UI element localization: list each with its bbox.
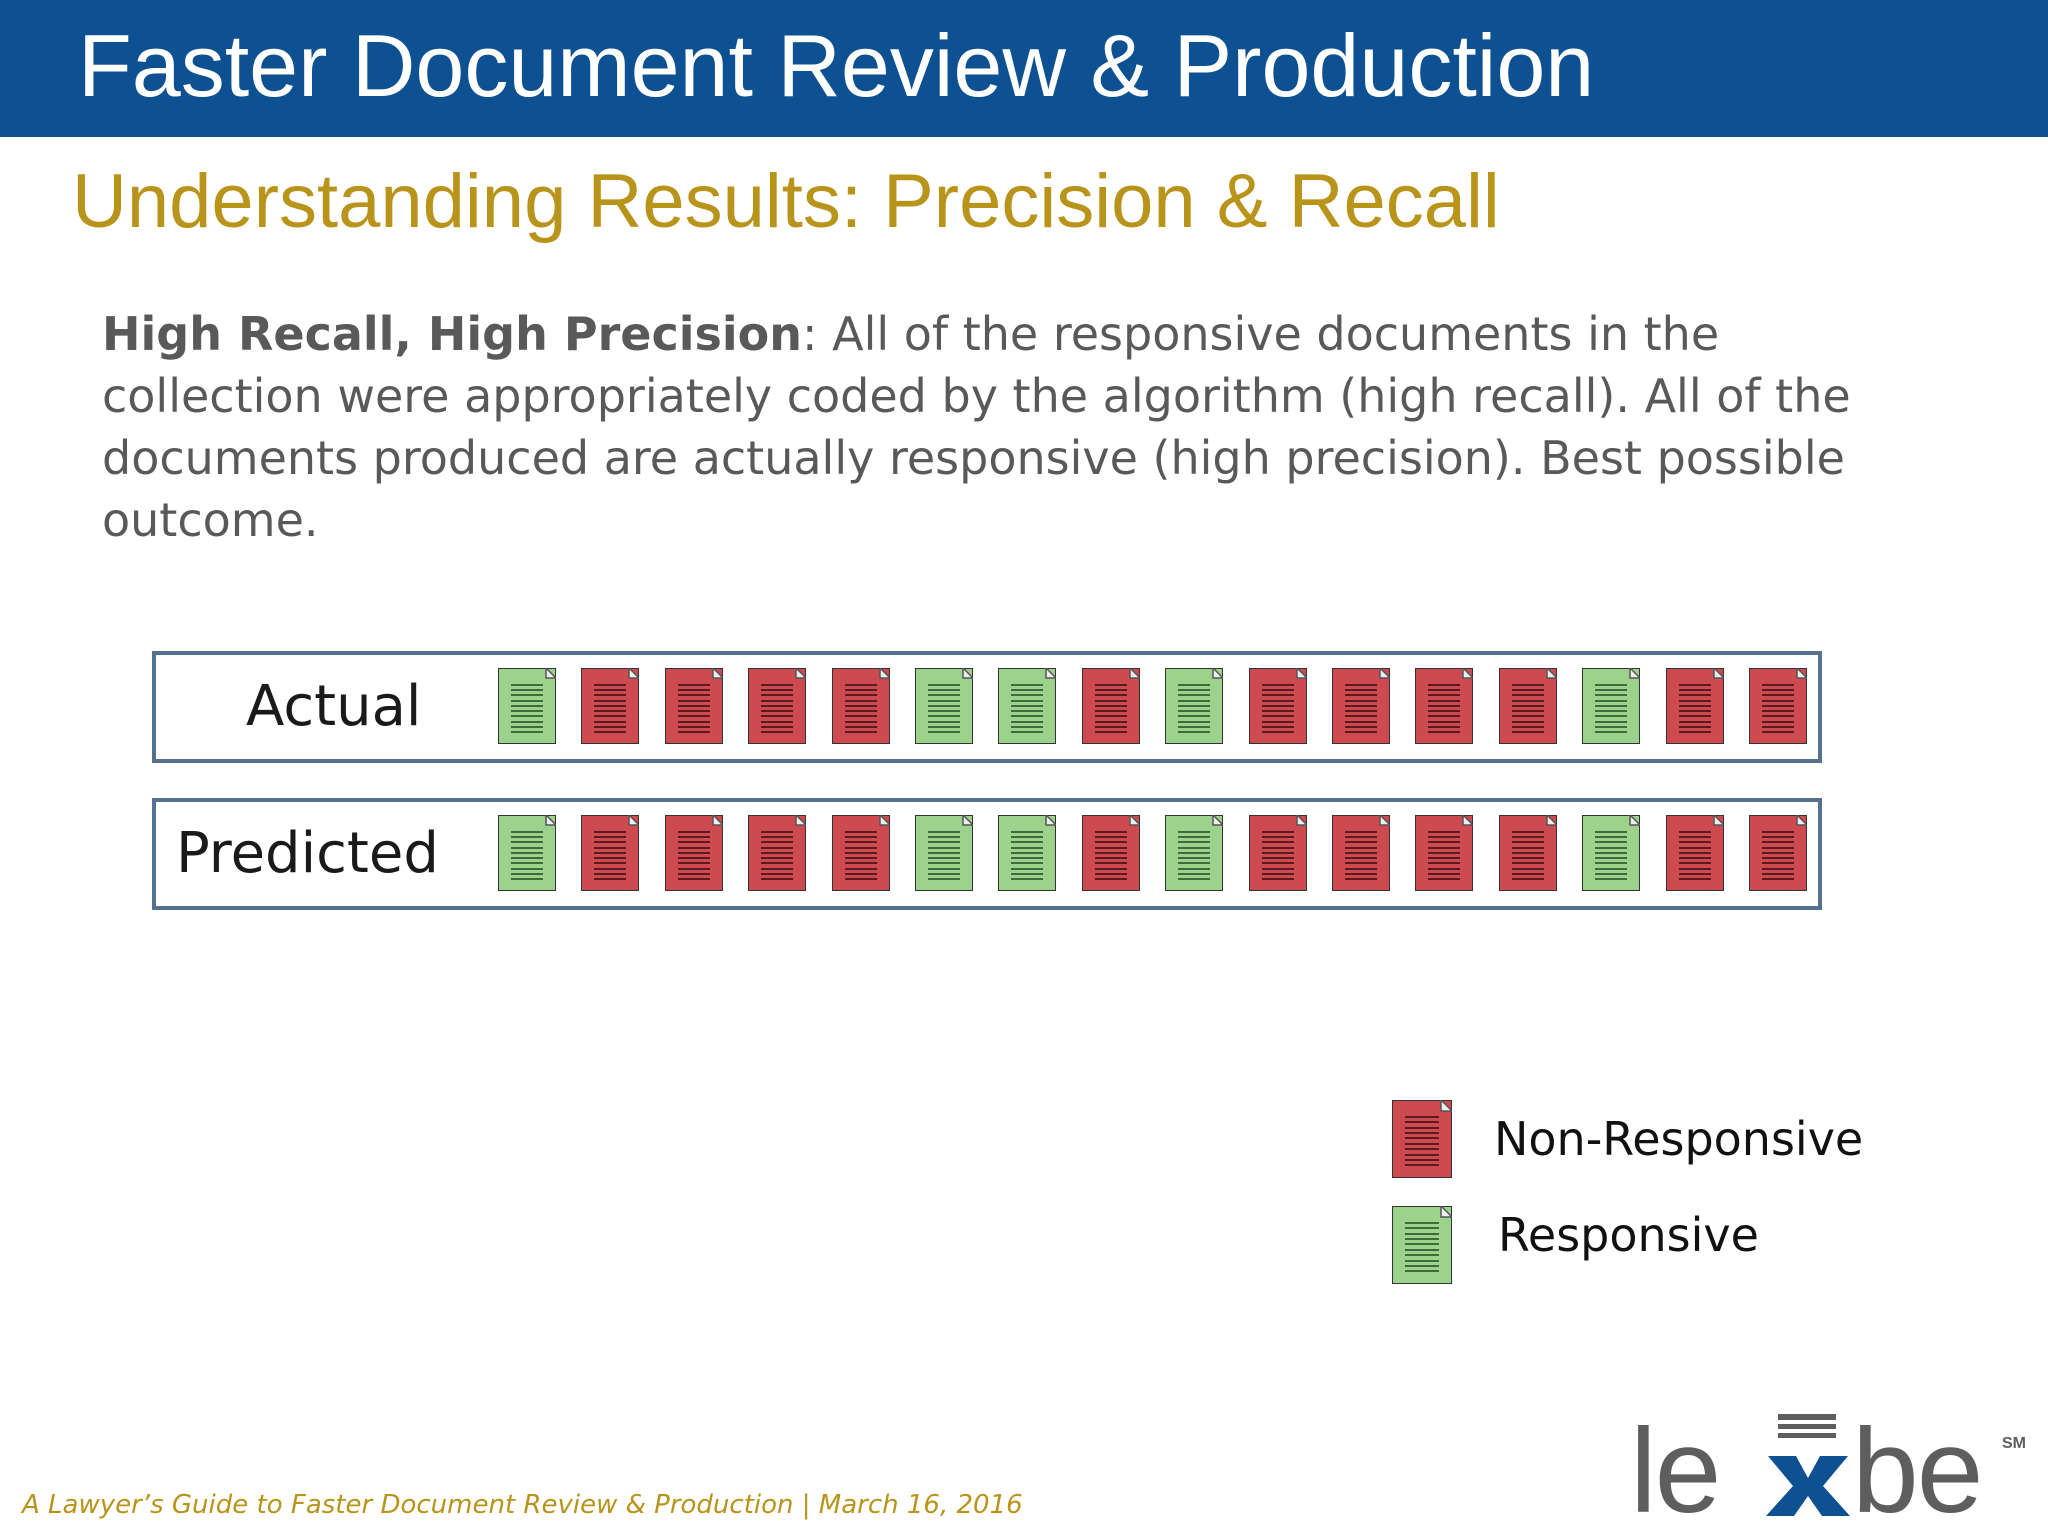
predicted-non-responsive-document-icon [581, 815, 640, 891]
predicted-non-responsive-document-icon [1081, 815, 1140, 891]
actual-non-responsive-document-icon [664, 668, 723, 744]
actual-responsive-document-icon [498, 668, 556, 744]
predicted-row-label: Predicted [176, 821, 439, 886]
actual-non-responsive-document-icon [1665, 668, 1724, 744]
predicted-non-responsive-document-icon [831, 815, 890, 891]
predicted-non-responsive-document-icon [748, 815, 807, 891]
actual-non-responsive-document-icon [748, 668, 807, 744]
predicted-responsive-document-icon [1582, 815, 1641, 891]
actual-non-responsive-document-icon [831, 668, 890, 744]
slide-subtitle: Understanding Results: Precision & Recal… [72, 159, 1500, 244]
legend-label-non-responsive: Non-Responsive [1494, 1112, 1864, 1166]
actual-responsive-document-icon [1165, 668, 1224, 744]
actual-non-responsive-document-icon [581, 668, 640, 744]
non-responsive-document-icon [1391, 1098, 1454, 1179]
predicted-non-responsive-document-icon [1248, 815, 1307, 891]
svg-text:be: be [1852, 1408, 1981, 1528]
predicted-responsive-document-icon [498, 815, 556, 891]
predicted-non-responsive-document-icon [1415, 815, 1474, 891]
body-text: : All of the responsive documents in the… [102, 307, 1851, 547]
predicted-non-responsive-document-icon [1665, 815, 1724, 891]
actual-non-responsive-document-icon [1081, 668, 1140, 744]
actual-responsive-document-icon [915, 668, 973, 744]
body-bold-lead: High Recall, High Precision [102, 307, 802, 361]
predicted-responsive-document-icon [998, 815, 1057, 891]
lexbe-logo: le be SM [1630, 1408, 2026, 1528]
predicted-row: Predicted [152, 798, 1822, 910]
actual-non-responsive-document-icon [1415, 668, 1474, 744]
responsive-document-icon [1391, 1204, 1454, 1285]
predicted-responsive-document-icon [1165, 815, 1224, 891]
svg-text:SM: SM [2002, 1435, 2026, 1452]
actual-non-responsive-document-icon [1332, 668, 1390, 744]
actual-responsive-document-icon [1582, 668, 1641, 744]
svg-text:le: le [1630, 1408, 1719, 1528]
predicted-responsive-document-icon [915, 815, 973, 891]
footer-text: A Lawyer’s Guide to Faster Document Revi… [22, 1490, 1023, 1520]
actual-row: Actual [152, 651, 1822, 763]
predicted-non-responsive-document-icon [1332, 815, 1390, 891]
predicted-non-responsive-document-icon [664, 815, 723, 891]
predicted-non-responsive-document-icon [1498, 815, 1557, 891]
legend-label-responsive: Responsive [1498, 1208, 1759, 1262]
body-paragraph: High Recall, High Precision: All of the … [102, 303, 1942, 551]
slide-title: Faster Document Review & Production [78, 16, 1595, 115]
actual-non-responsive-document-icon [1248, 668, 1307, 744]
predicted-non-responsive-document-icon [1749, 815, 1807, 891]
logo-x-mark [1766, 1414, 1850, 1516]
header-bar: Faster Document Review & Production [0, 0, 2048, 137]
actual-responsive-document-icon [998, 668, 1057, 744]
actual-non-responsive-document-icon [1498, 668, 1557, 744]
actual-non-responsive-document-icon [1749, 668, 1807, 744]
actual-row-label: Actual [246, 674, 422, 739]
